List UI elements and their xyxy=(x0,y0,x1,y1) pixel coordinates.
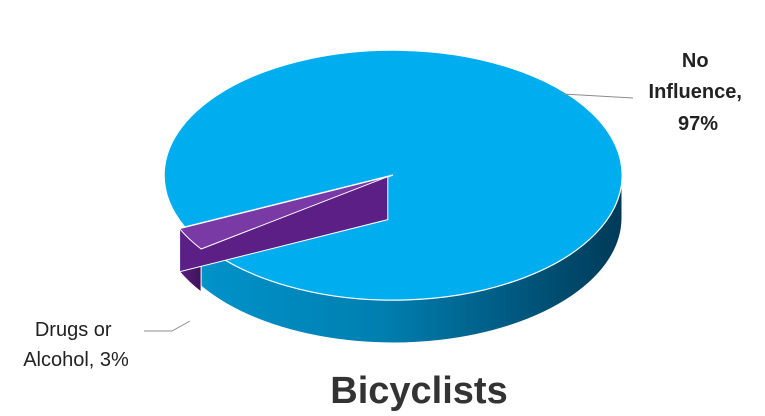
slice-label-no-influence: No Influence, 97% xyxy=(649,50,748,135)
pie-slice-no-influence xyxy=(163,49,623,301)
slice-label-drugs-alcohol: Drugs or Alcohol, 3% xyxy=(23,319,129,371)
leader-line-no-influence xyxy=(562,93,634,99)
slice-label-drugs-alcohol-line: Drugs or xyxy=(35,319,112,341)
pie-slice-drugs-alcohol xyxy=(178,176,388,250)
leader-line-drugs-alcohol xyxy=(144,320,191,332)
slice-label-drugs-alcohol-line: Alcohol, 3% xyxy=(23,349,129,371)
slice-label-no-influence-line: Influence, xyxy=(649,81,742,103)
slice-label-no-influence-line: 97% xyxy=(678,113,718,135)
chart-title: Bicyclists xyxy=(330,370,507,412)
slice-label-no-influence-line: No xyxy=(682,50,709,72)
